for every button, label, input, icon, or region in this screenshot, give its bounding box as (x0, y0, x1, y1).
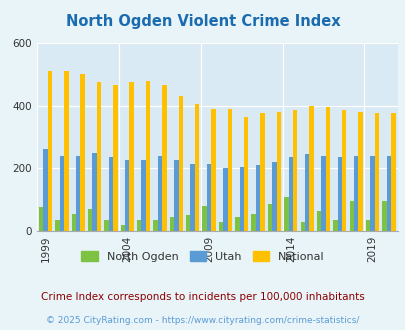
Bar (64, 71, 68, 231)
Bar (267, 204, 272, 231)
Bar (365, 220, 369, 231)
Bar (223, 168, 227, 231)
Bar (316, 211, 320, 231)
Bar (382, 201, 386, 231)
Bar (337, 157, 341, 231)
Bar (276, 112, 280, 231)
Bar (349, 201, 353, 231)
Bar (96, 82, 101, 231)
Bar (194, 104, 199, 231)
Legend: North Ogden, Utah, National: North Ogden, Utah, National (77, 247, 328, 267)
Bar (185, 215, 190, 231)
Bar (145, 81, 150, 231)
Bar (174, 160, 178, 231)
Bar (211, 109, 215, 231)
Bar (202, 206, 206, 231)
Bar (141, 160, 145, 231)
Bar (55, 220, 60, 231)
Bar (272, 162, 276, 231)
Text: © 2025 CityRating.com - https://www.cityrating.com/crime-statistics/: © 2025 CityRating.com - https://www.city… (46, 315, 359, 325)
Bar (292, 110, 297, 231)
Bar (60, 156, 64, 231)
Bar (288, 157, 292, 231)
Bar (251, 214, 255, 231)
Bar (374, 114, 378, 231)
Bar (48, 71, 52, 231)
Bar (260, 114, 264, 231)
Bar (234, 217, 239, 231)
Bar (190, 164, 194, 231)
Bar (325, 107, 329, 231)
Bar (136, 220, 141, 231)
Bar (178, 96, 183, 231)
Text: Crime Index corresponds to incidents per 100,000 inhabitants: Crime Index corresponds to incidents per… (41, 292, 364, 302)
Bar (390, 114, 394, 231)
Bar (92, 152, 96, 231)
Bar (218, 222, 223, 231)
Bar (304, 154, 309, 231)
Bar (158, 156, 162, 231)
Bar (88, 209, 92, 231)
Bar (206, 164, 211, 231)
Bar (353, 156, 358, 231)
Bar (104, 220, 109, 231)
Bar (284, 197, 288, 231)
Bar (300, 222, 304, 231)
Bar (162, 85, 166, 231)
Bar (120, 225, 125, 231)
Bar (125, 160, 129, 231)
Bar (341, 110, 345, 231)
Bar (227, 109, 231, 231)
Bar (239, 167, 243, 231)
Bar (169, 217, 174, 231)
Bar (243, 116, 248, 231)
Bar (153, 220, 158, 231)
Bar (109, 157, 113, 231)
Bar (39, 208, 43, 231)
Bar (80, 74, 85, 231)
Bar (71, 214, 76, 231)
Bar (369, 156, 374, 231)
Text: North Ogden Violent Crime Index: North Ogden Violent Crime Index (66, 14, 339, 29)
Bar (320, 156, 325, 231)
Bar (43, 149, 48, 231)
Bar (113, 85, 117, 231)
Bar (309, 106, 313, 231)
Bar (255, 165, 260, 231)
Bar (129, 82, 134, 231)
Bar (76, 156, 80, 231)
Bar (386, 156, 390, 231)
Bar (358, 112, 362, 231)
Bar (333, 220, 337, 231)
